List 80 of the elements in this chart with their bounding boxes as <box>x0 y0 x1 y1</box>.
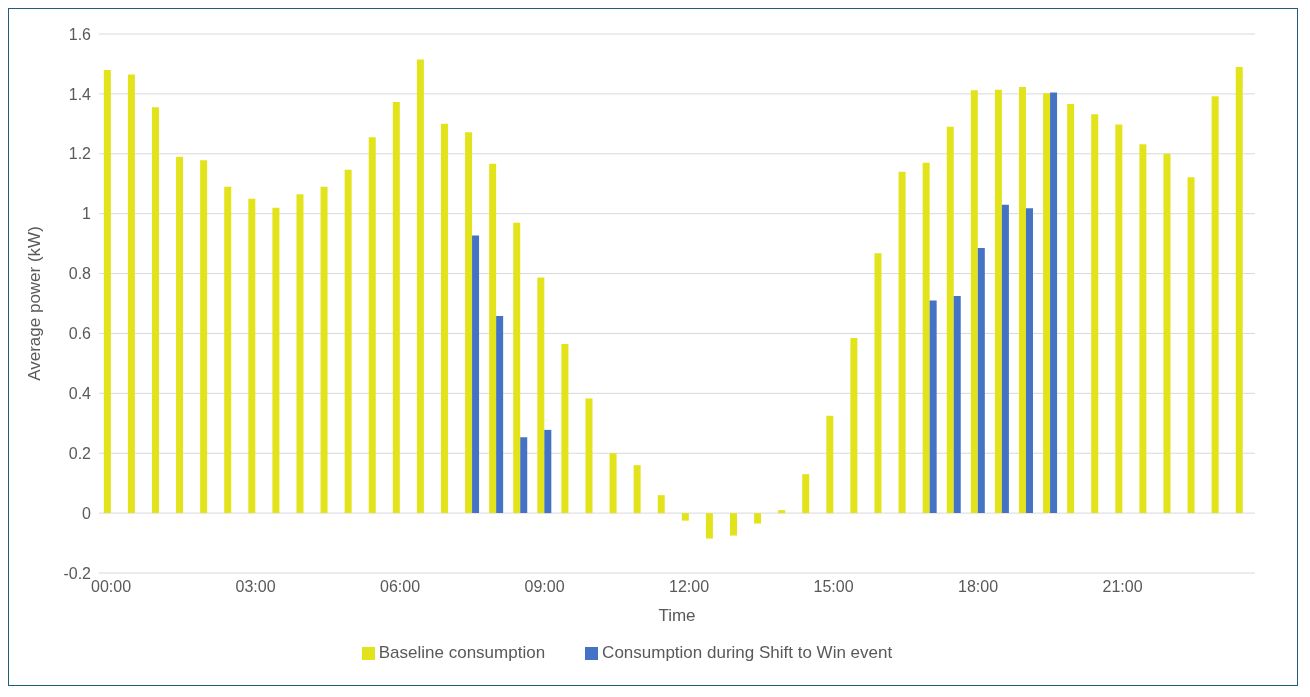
bar <box>496 316 504 514</box>
y-tick-label: 0.4 <box>68 385 92 403</box>
x-tick-label: 00:00 <box>91 578 132 596</box>
bar <box>778 510 786 514</box>
bar <box>946 126 954 514</box>
bar <box>1211 96 1219 514</box>
bar <box>754 513 762 524</box>
x-tick-label: 09:00 <box>524 578 565 596</box>
bar <box>344 169 352 514</box>
y-tick-label: -0.2 <box>63 564 92 582</box>
bar <box>585 398 593 514</box>
y-tick-label: 1.6 <box>68 25 92 43</box>
y-tick-label: 1.4 <box>68 85 92 103</box>
bar <box>1050 92 1058 514</box>
x-axis-title: Time <box>658 606 696 625</box>
bar <box>368 137 376 514</box>
bar <box>520 437 528 514</box>
y-tick-label: 1.2 <box>68 145 92 163</box>
y-tick-label: 0.2 <box>68 444 92 462</box>
bar <box>151 107 159 514</box>
bar <box>248 198 256 514</box>
bar <box>1163 153 1171 514</box>
bar <box>320 186 328 514</box>
bar <box>537 277 545 514</box>
y-tick-label: 0.6 <box>68 325 92 343</box>
bar <box>392 101 400 514</box>
bar <box>561 343 569 514</box>
bar <box>929 300 937 514</box>
bar <box>826 415 834 514</box>
bar <box>296 194 304 514</box>
bar <box>609 453 617 514</box>
bar <box>850 337 858 514</box>
bar <box>416 59 424 514</box>
bar <box>489 163 497 514</box>
bar <box>465 132 473 514</box>
bar <box>1018 87 1026 514</box>
y-tick-label: 0.8 <box>68 265 92 283</box>
legend-label: Consumption during Shift to Win event <box>602 643 893 662</box>
bar <box>224 186 232 514</box>
bar <box>898 171 906 514</box>
x-tick-label: 06:00 <box>380 578 421 596</box>
y-tick-label: 0 <box>82 504 92 522</box>
bar <box>1139 144 1147 514</box>
bar <box>802 474 810 514</box>
bar <box>513 222 521 514</box>
bar <box>953 296 961 514</box>
bar <box>922 162 930 514</box>
bar <box>994 89 1002 514</box>
bar <box>874 253 882 514</box>
x-tick-label: 12:00 <box>669 578 710 596</box>
bar <box>544 429 552 514</box>
bar <box>977 248 985 514</box>
x-tick-label: 21:00 <box>1102 578 1143 596</box>
bar <box>657 495 665 514</box>
bar <box>729 513 737 536</box>
bar <box>970 90 978 514</box>
bar <box>103 69 111 514</box>
bar <box>127 74 135 514</box>
y-axis-title: Average power (kW) <box>25 226 45 381</box>
bar <box>272 207 280 514</box>
bar <box>472 235 480 514</box>
bar <box>176 156 184 514</box>
bar <box>1025 208 1033 514</box>
bar <box>705 513 713 539</box>
y-tick-label: 1 <box>82 205 92 223</box>
x-tick-label: 18:00 <box>958 578 999 596</box>
bar <box>1115 124 1123 514</box>
bar <box>1187 177 1195 514</box>
x-tick-label: 15:00 <box>813 578 854 596</box>
legend-label: Baseline consumption <box>378 643 546 662</box>
bar <box>1067 104 1075 514</box>
bar <box>1235 66 1243 514</box>
bar <box>681 513 689 521</box>
bar <box>440 123 448 514</box>
bar <box>633 465 641 514</box>
bar <box>200 160 208 514</box>
bar <box>1001 204 1009 514</box>
x-tick-label: 03:00 <box>235 578 276 596</box>
bar <box>1043 93 1051 514</box>
bar <box>1091 114 1099 514</box>
